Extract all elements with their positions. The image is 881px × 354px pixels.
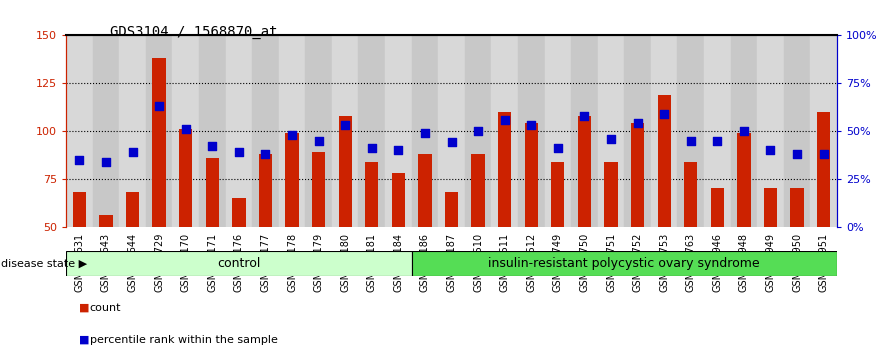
Bar [817, 112, 830, 227]
Bar [306, 35, 332, 227]
Point [365, 145, 379, 151]
Bar [445, 192, 458, 227]
Point [152, 103, 167, 109]
Bar [359, 35, 385, 227]
Bar [205, 158, 218, 227]
Bar [498, 112, 511, 227]
Bar [66, 251, 411, 276]
Point [631, 120, 645, 126]
Point [99, 159, 113, 164]
Bar [100, 215, 113, 227]
Bar [625, 35, 651, 227]
Bar [385, 35, 411, 227]
Bar [179, 129, 192, 227]
Text: percentile rank within the sample: percentile rank within the sample [90, 335, 278, 345]
Point [764, 147, 778, 153]
Text: disease state ▶: disease state ▶ [1, 259, 87, 269]
Bar [757, 35, 784, 227]
Bar [784, 35, 811, 227]
Bar [438, 35, 465, 227]
Bar [524, 123, 538, 227]
Point [418, 130, 432, 136]
Text: ■: ■ [79, 335, 90, 345]
Bar [597, 35, 625, 227]
Bar [233, 198, 246, 227]
Bar [711, 188, 724, 227]
Bar [811, 35, 837, 227]
Bar [418, 154, 432, 227]
Bar [578, 116, 591, 227]
Point [471, 128, 485, 134]
Bar [226, 35, 252, 227]
Text: ■: ■ [79, 303, 90, 313]
Point [179, 126, 193, 132]
Bar [737, 133, 751, 227]
Point [790, 151, 804, 157]
Bar [465, 35, 492, 227]
Bar [392, 173, 405, 227]
Point [338, 122, 352, 128]
Text: insulin-resistant polycystic ovary syndrome: insulin-resistant polycystic ovary syndr… [488, 257, 760, 270]
Bar [332, 35, 359, 227]
Point [125, 149, 139, 155]
Bar [312, 152, 325, 227]
Text: GDS3104 / 1568870_at: GDS3104 / 1568870_at [110, 25, 278, 39]
Bar [278, 35, 306, 227]
Point [444, 139, 458, 145]
Bar [677, 35, 704, 227]
Bar [604, 161, 618, 227]
Bar [571, 35, 597, 227]
Point [577, 113, 591, 119]
Bar [126, 192, 139, 227]
Bar [173, 35, 199, 227]
Point [684, 138, 698, 143]
Point [524, 122, 538, 128]
Point [285, 132, 299, 138]
Bar [518, 35, 544, 227]
Point [312, 138, 326, 143]
Bar [285, 133, 299, 227]
Bar [252, 35, 278, 227]
Bar [704, 35, 730, 227]
Bar [152, 58, 166, 227]
Point [551, 145, 565, 151]
Text: count: count [90, 303, 122, 313]
Point [657, 111, 671, 116]
Point [258, 151, 272, 157]
Bar [790, 188, 803, 227]
Bar [365, 161, 379, 227]
Text: control: control [218, 257, 261, 270]
Bar [730, 35, 757, 227]
Bar [631, 123, 644, 227]
Point [232, 149, 246, 155]
Bar [552, 161, 565, 227]
Bar [146, 35, 173, 227]
Bar [544, 35, 571, 227]
Bar [685, 161, 698, 227]
Bar [338, 116, 352, 227]
Point [498, 117, 512, 122]
Bar [199, 35, 226, 227]
Point [737, 128, 751, 134]
Bar [119, 35, 146, 227]
Bar [66, 35, 93, 227]
Point [710, 138, 724, 143]
Bar [492, 35, 518, 227]
Point [72, 157, 86, 162]
Bar [259, 154, 272, 227]
Point [391, 147, 405, 153]
Bar [471, 154, 485, 227]
Bar [651, 35, 677, 227]
Bar [411, 251, 837, 276]
Point [817, 151, 831, 157]
Bar [657, 95, 670, 227]
Bar [73, 192, 86, 227]
Point [604, 136, 618, 142]
Bar [411, 35, 438, 227]
Bar [764, 188, 777, 227]
Point [205, 143, 219, 149]
Bar [93, 35, 119, 227]
